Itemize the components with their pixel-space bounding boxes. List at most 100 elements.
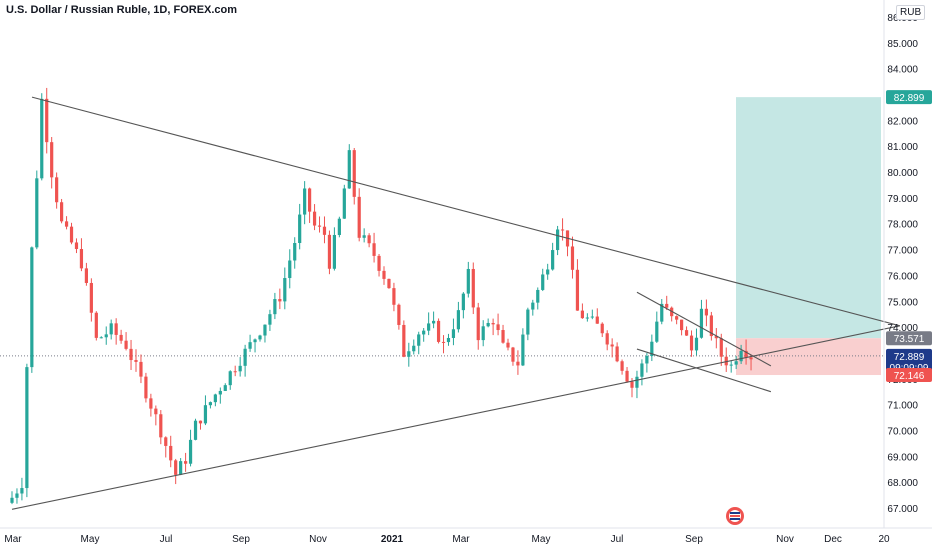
candle-body (223, 385, 227, 391)
candle-body (45, 98, 49, 143)
time-tick-label: May (532, 534, 551, 545)
candle-body (739, 350, 743, 362)
currency-badge[interactable]: RUB (896, 5, 926, 20)
candle-body (203, 405, 208, 424)
candle-body (511, 347, 515, 362)
candle-body (605, 333, 609, 345)
candle-body (10, 497, 14, 503)
candle-body (704, 308, 708, 316)
position-zones (736, 97, 881, 376)
candle-body (273, 299, 277, 315)
time-axis[interactable]: Mar May Jul Sep Nov 2021 Mar May Jul Sep Nov Dec 20 (4, 534, 890, 545)
candle-body (481, 326, 485, 341)
candle-body (422, 330, 426, 335)
candle-body (312, 211, 317, 226)
candle-body (198, 420, 203, 424)
candle-body (387, 278, 391, 289)
candle-body (689, 335, 694, 351)
stop-price-label: 72.146 (894, 371, 925, 382)
stop-price-label-bg (886, 368, 932, 383)
candle-body (144, 376, 148, 399)
candle-body (432, 320, 436, 324)
candle-body (600, 323, 604, 334)
candle-body (556, 229, 560, 251)
candle-body (590, 316, 594, 318)
candle-body (139, 361, 143, 377)
price-tick-label: 78.000 (887, 220, 918, 231)
time-tick-label: Jul (160, 534, 173, 545)
candle-body (560, 229, 565, 231)
candle-body (476, 307, 480, 341)
candle-body (253, 339, 257, 343)
time-tick-label: Nov (776, 534, 794, 545)
price-tick-label: 67.000 (887, 504, 918, 515)
candle-body (491, 322, 495, 325)
candle-body (729, 364, 733, 366)
candle-body (268, 314, 272, 325)
trendline[interactable] (11, 325, 900, 510)
candle-body (278, 299, 282, 302)
candle-body (392, 288, 396, 305)
candle-body (412, 345, 416, 352)
candle-body (337, 218, 341, 235)
candle-body (84, 268, 88, 283)
candle-body (427, 323, 431, 331)
time-tick-label: 2021 (381, 534, 404, 545)
entry-price-label-bg (886, 331, 932, 346)
trendline[interactable] (31, 96, 900, 327)
candle-body (640, 363, 644, 377)
candle-body (615, 346, 619, 362)
candle-body (486, 322, 490, 327)
stop-zone[interactable] (736, 338, 881, 376)
candle-body (352, 150, 356, 197)
candle-body (645, 356, 649, 364)
candle-body (342, 188, 346, 219)
candle-body (516, 361, 520, 366)
candle-body (159, 414, 163, 438)
price-axis[interactable]: 86.00085.00084.00083.00082.00081.00080.0… (887, 13, 918, 515)
candle-body (193, 420, 198, 440)
candle-body (655, 321, 659, 342)
candle-body (64, 221, 69, 227)
candle-body (357, 196, 361, 238)
candle-body (248, 342, 252, 349)
candle-body (501, 330, 505, 343)
candle-body (456, 310, 460, 330)
target-zone[interactable] (736, 97, 881, 339)
flag-icon[interactable] (726, 507, 744, 525)
candle-body (238, 365, 242, 372)
candle-body (709, 315, 713, 337)
candle-body (407, 351, 411, 357)
candles (10, 87, 753, 505)
candle-body (402, 324, 406, 357)
candle-body (60, 202, 64, 222)
time-tick-label: Mar (452, 534, 470, 545)
candle-body (397, 304, 401, 325)
candle-body (293, 243, 297, 261)
entry-price-label: 73.571 (894, 334, 925, 345)
candle-body (551, 250, 555, 270)
candle-body (124, 340, 128, 349)
trendline[interactable] (636, 291, 772, 367)
price-tick-label: 75.000 (887, 297, 918, 308)
candle-body (233, 371, 237, 373)
candle-body (79, 249, 84, 269)
time-tick-label: Sep (685, 534, 703, 545)
candle-body (258, 335, 262, 340)
trendline[interactable] (636, 348, 772, 393)
candle-body (188, 439, 193, 464)
candle-body (134, 360, 138, 362)
candle-body (541, 274, 545, 290)
candle-body (744, 350, 748, 358)
candle-body (521, 334, 525, 366)
candle-body (114, 323, 118, 335)
candle-body (526, 309, 530, 335)
candle-body (441, 341, 446, 343)
candle-body (15, 493, 19, 498)
candle-body (74, 242, 79, 250)
candle-body (466, 268, 470, 294)
candle-body (317, 225, 322, 227)
candle-body (174, 460, 178, 475)
